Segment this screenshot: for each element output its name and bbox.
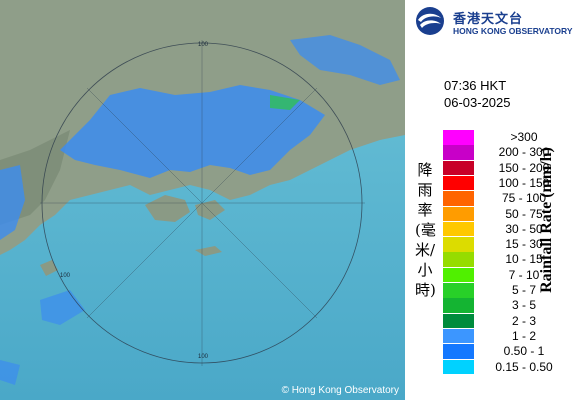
radar-time: 07:36 HKT: [444, 78, 507, 93]
legend-label: 200 - 300: [498, 145, 550, 160]
radar-map: 100 100 100 © Hong Kong Observatory: [0, 0, 405, 400]
observatory-logo: 香港天文台 HONG KONG OBSERVATORY: [413, 6, 573, 40]
legend-item: 3 - 5: [443, 298, 575, 313]
legend-item: 7 - 10: [443, 267, 575, 283]
range-ring-label: 100: [198, 354, 209, 360]
legend-label: 10 - 15: [505, 252, 543, 267]
legend-swatch: [443, 206, 474, 221]
legend-label: 30 - 50: [505, 221, 543, 236]
legend-label: 150 - 200: [498, 160, 550, 175]
legend-swatch: [443, 237, 474, 252]
legend-item: 0.15 - 0.50: [443, 359, 575, 374]
legend-swatch: [443, 191, 474, 206]
legend-label: 1 - 2: [511, 328, 536, 343]
legend-label: 2 - 3: [511, 313, 536, 328]
legend-label: 0.50 - 1: [503, 344, 545, 359]
unit-label-cn: 降雨率(毫米/小時): [415, 161, 436, 299]
legend-swatch: [443, 221, 474, 237]
legend-item: 75 - 100: [443, 191, 575, 206]
legend-swatch: [443, 145, 474, 160]
legend-item: 50 - 75: [443, 206, 575, 221]
legend-swatch: [443, 298, 474, 313]
copyright-text: © Hong Kong Observatory: [281, 385, 399, 396]
legend-swatch: [443, 313, 474, 329]
legend-swatch: [443, 252, 474, 267]
legend-label: 100 - 150: [498, 175, 550, 190]
legend-label: 15 - 30: [505, 237, 543, 252]
hk-island: [195, 200, 225, 220]
legend-item: 5 - 7: [443, 283, 575, 298]
legend-panel: 香港天文台 HONG KONG OBSERVATORY 07:36 HKT 06…: [405, 0, 577, 400]
legend-label: >300: [510, 130, 538, 144]
legend-item: 1 - 2: [443, 328, 575, 344]
legend-item: 100 - 150: [443, 175, 575, 191]
legend-label: 3 - 5: [511, 298, 536, 313]
legend-item: 2 - 3: [443, 313, 575, 329]
legend-item: 200 - 300: [443, 145, 575, 160]
logo-text-en: HONG KONG OBSERVATORY: [453, 26, 573, 36]
legend-item: 150 - 200: [443, 160, 575, 176]
range-ring-label: 100: [198, 42, 209, 48]
legend-item: >300: [443, 130, 575, 145]
legend-item: 10 - 15: [443, 252, 575, 267]
radar-map-svg: 100 100 100: [0, 0, 405, 400]
legend-item: 15 - 30: [443, 237, 575, 252]
legend-swatch: [443, 328, 474, 344]
legend-label: 0.15 - 0.50: [495, 359, 553, 374]
legend-swatch: [443, 344, 474, 359]
legend-swatch: [443, 130, 474, 145]
legend-item: 30 - 50: [443, 221, 575, 237]
legend-swatch: [443, 359, 474, 374]
legend-swatch: [443, 283, 474, 298]
range-ring-label: 100: [60, 273, 71, 279]
legend-label: 75 - 100: [501, 191, 547, 206]
radar-date: 06-03-2025: [444, 95, 511, 110]
legend-swatch: [443, 160, 474, 176]
unit-label-en: Rainfall Rate (mm/h): [538, 147, 555, 293]
legend-swatch: [443, 175, 474, 191]
logo-text-cn: 香港天文台: [453, 12, 524, 27]
legend-label: 5 - 7: [511, 283, 536, 297]
legend-item: 0.50 - 1: [443, 344, 575, 359]
lantau-island: [145, 195, 190, 222]
legend-swatch: [443, 267, 474, 283]
west-island: [40, 260, 58, 276]
legend-label: 50 - 75: [505, 206, 543, 221]
radial-lines: [40, 40, 365, 366]
observatory-logo-icon: [416, 7, 444, 35]
legend-label: 7 - 10: [508, 267, 540, 282]
